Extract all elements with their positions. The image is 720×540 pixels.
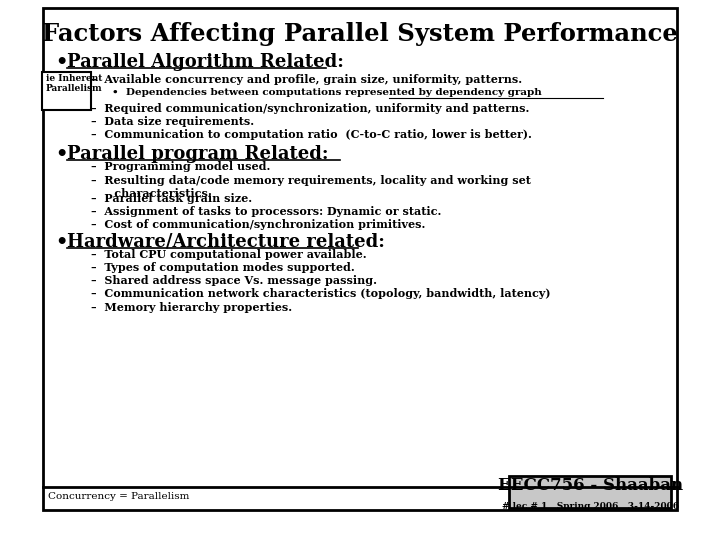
Text: •  Dependencies between computations represented by dependency graph: • Dependencies between computations repr… [112,88,541,97]
Text: •: • [55,145,67,163]
Text: –  Cost of communication/synchronization primitives.: – Cost of communication/synchronization … [91,219,425,230]
Text: –  Total CPU computational power available.: – Total CPU computational power availabl… [91,249,366,260]
Text: –  Shared address space Vs. message passing.: – Shared address space Vs. message passi… [91,275,377,286]
Text: –  Available concurrency and profile, grain size, uniformity, patterns.: – Available concurrency and profile, gra… [91,74,522,85]
Text: –  Data size requirements.: – Data size requirements. [91,116,253,127]
Text: Parallel program Related:: Parallel program Related: [68,145,329,163]
Text: –  Types of computation modes supported.: – Types of computation modes supported. [91,262,354,273]
Text: EECC756 - Shaaban: EECC756 - Shaaban [498,477,683,494]
Text: –  Programming model used.: – Programming model used. [91,161,270,172]
Text: •: • [55,233,67,251]
Text: ie Inherent
Parallelism: ie Inherent Parallelism [46,74,103,93]
Text: Parallel Algorithm Related:: Parallel Algorithm Related: [68,53,344,71]
Text: –  Parallel task grain size.: – Parallel task grain size. [91,193,252,204]
Text: # lec # 1   Spring 2006   3-14-2006: # lec # 1 Spring 2006 3-14-2006 [502,502,679,511]
Text: –  Memory hierarchy properties.: – Memory hierarchy properties. [91,302,292,313]
FancyBboxPatch shape [42,72,91,110]
Text: –  Communication to computation ratio  (C-to-C ratio, lower is better).: – Communication to computation ratio (C-… [91,129,531,140]
Text: –  Assignment of tasks to processors: Dynamic or static.: – Assignment of tasks to processors: Dyn… [91,206,441,217]
FancyBboxPatch shape [43,8,677,510]
Text: Hardware/Architecture related:: Hardware/Architecture related: [68,233,385,251]
FancyBboxPatch shape [509,476,671,508]
Text: •: • [55,53,67,71]
Text: –  Resulting data/code memory requirements, locality and working set
      chara: – Resulting data/code memory requirement… [91,175,531,199]
Text: Factors Affecting Parallel System Performance: Factors Affecting Parallel System Perfor… [42,22,678,46]
Text: –  Required communication/synchronization, uniformity and patterns.: – Required communication/synchronization… [91,103,529,114]
Text: Concurrency = Parallelism: Concurrency = Parallelism [48,492,189,501]
Text: –  Communication network characteristics (topology, bandwidth, latency): – Communication network characteristics … [91,288,550,299]
